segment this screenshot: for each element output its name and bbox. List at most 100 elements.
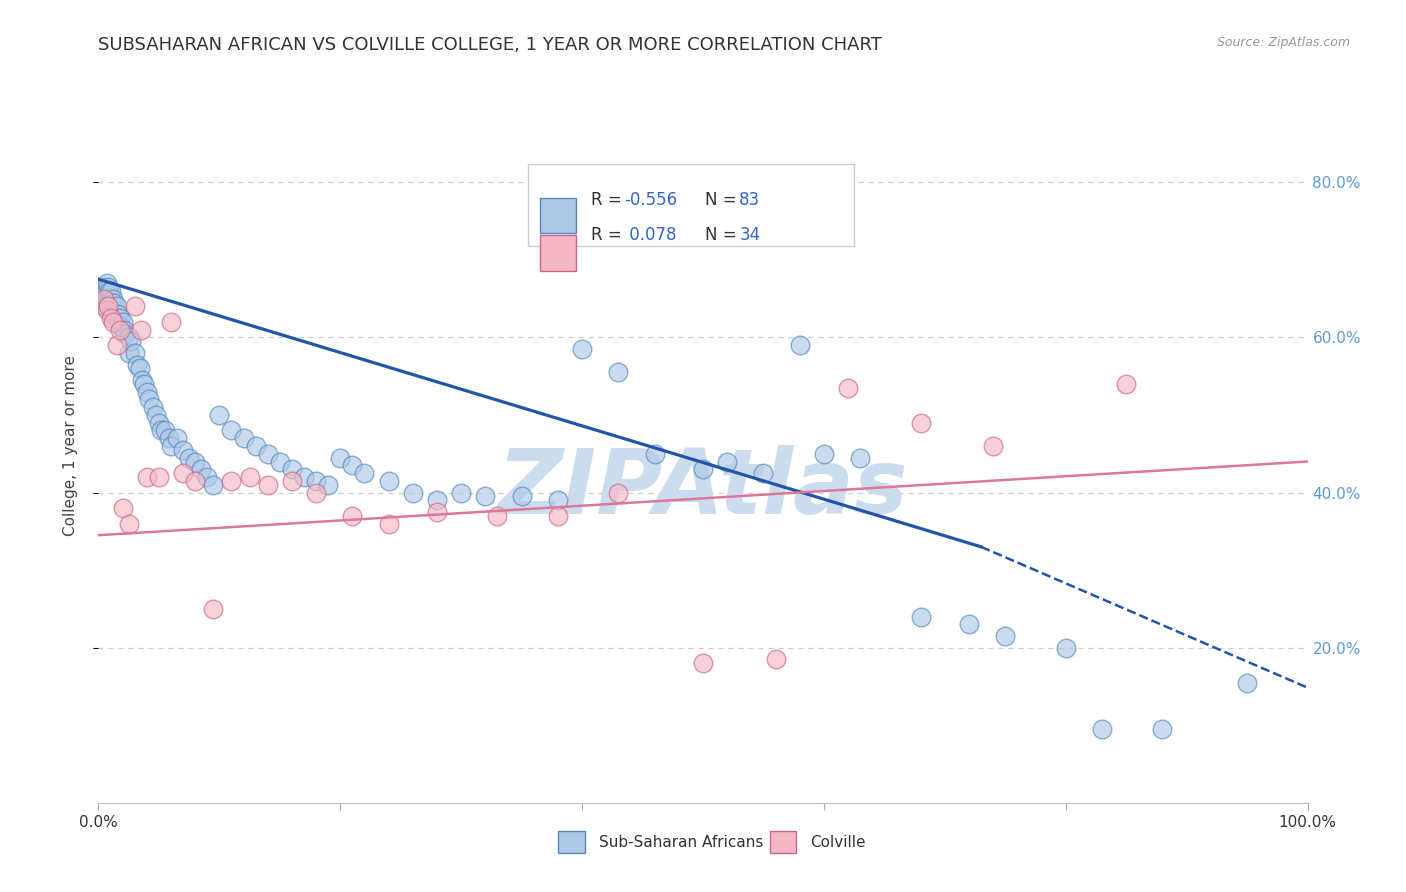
Point	[160, 315, 183, 329]
Point	[179, 450, 201, 465]
Point	[114, 326, 136, 341]
Point	[813, 447, 835, 461]
Point	[281, 462, 304, 476]
Point	[607, 365, 630, 379]
Point	[142, 401, 165, 415]
Y-axis label: College, 1 year or more: College, 1 year or more	[63, 356, 77, 536]
Point	[93, 299, 115, 313]
Point	[1091, 722, 1114, 736]
Point	[305, 485, 328, 500]
Point	[118, 330, 141, 344]
Point	[100, 295, 122, 310]
Text: SUBSAHARAN AFRICAN VS COLVILLE COLLEGE, 1 YEAR OR MORE CORRELATION CHART: SUBSAHARAN AFRICAN VS COLVILLE COLLEGE, …	[98, 36, 883, 54]
Point	[837, 381, 859, 395]
Text: R =: R =	[591, 191, 627, 209]
Point	[910, 609, 932, 624]
Point	[118, 516, 141, 531]
Point	[765, 652, 787, 666]
FancyBboxPatch shape	[558, 831, 585, 853]
Point	[221, 424, 243, 438]
Point	[93, 287, 115, 301]
Point	[97, 299, 120, 313]
Point	[160, 439, 183, 453]
Point	[184, 474, 207, 488]
Point	[426, 493, 449, 508]
Point	[101, 303, 124, 318]
Point	[281, 474, 304, 488]
Point	[96, 276, 118, 290]
Point	[129, 323, 152, 337]
Text: Colville: Colville	[811, 835, 866, 849]
Point	[202, 477, 225, 491]
Point	[269, 454, 291, 468]
Point	[1054, 640, 1077, 655]
Point	[510, 490, 533, 504]
Point	[190, 462, 212, 476]
Point	[486, 508, 509, 523]
Point	[849, 450, 872, 465]
Point	[111, 501, 134, 516]
Point	[96, 292, 118, 306]
Point	[329, 450, 352, 465]
Point	[108, 311, 131, 326]
Text: N =: N =	[706, 227, 742, 244]
Point	[239, 470, 262, 484]
FancyBboxPatch shape	[540, 235, 576, 271]
Point	[131, 373, 153, 387]
FancyBboxPatch shape	[540, 198, 576, 234]
Point	[221, 474, 243, 488]
Point	[112, 323, 135, 337]
Text: Source: ZipAtlas.com: Source: ZipAtlas.com	[1216, 36, 1350, 49]
Point	[124, 299, 146, 313]
Text: R =: R =	[591, 227, 627, 244]
Point	[1152, 722, 1174, 736]
Point	[184, 454, 207, 468]
Point	[134, 376, 156, 391]
Point	[607, 485, 630, 500]
Point	[97, 295, 120, 310]
Point	[101, 292, 124, 306]
Point	[93, 292, 115, 306]
Point	[547, 508, 569, 523]
Point	[98, 299, 121, 313]
Point	[93, 280, 115, 294]
Point	[148, 416, 170, 430]
Point	[145, 408, 167, 422]
Point	[377, 474, 399, 488]
Point	[474, 490, 496, 504]
Point	[107, 307, 129, 321]
Point	[450, 485, 472, 500]
Point	[245, 439, 267, 453]
Point	[97, 280, 120, 294]
Point	[138, 392, 160, 407]
Point	[98, 284, 121, 298]
Point	[100, 311, 122, 326]
Text: N =: N =	[706, 191, 742, 209]
Point	[103, 295, 125, 310]
Point	[981, 439, 1004, 453]
Text: 34: 34	[740, 227, 761, 244]
Point	[232, 431, 254, 445]
Point	[100, 284, 122, 298]
Text: ZIPAtlas: ZIPAtlas	[498, 445, 908, 533]
Point	[135, 470, 157, 484]
Point	[105, 299, 128, 313]
Point	[316, 477, 339, 491]
Point	[208, 408, 231, 422]
Point	[377, 516, 399, 531]
Point	[292, 470, 315, 484]
Point	[135, 384, 157, 399]
Point	[124, 346, 146, 360]
Point	[752, 466, 775, 480]
Point	[172, 466, 194, 480]
Point	[342, 458, 364, 473]
Point	[202, 602, 225, 616]
Point	[172, 442, 194, 457]
Point	[96, 303, 118, 318]
Point	[692, 462, 714, 476]
Point	[426, 505, 449, 519]
Point	[716, 454, 738, 468]
Point	[150, 424, 173, 438]
Point	[195, 470, 218, 484]
Text: Sub-Saharan Africans: Sub-Saharan Africans	[599, 835, 763, 849]
